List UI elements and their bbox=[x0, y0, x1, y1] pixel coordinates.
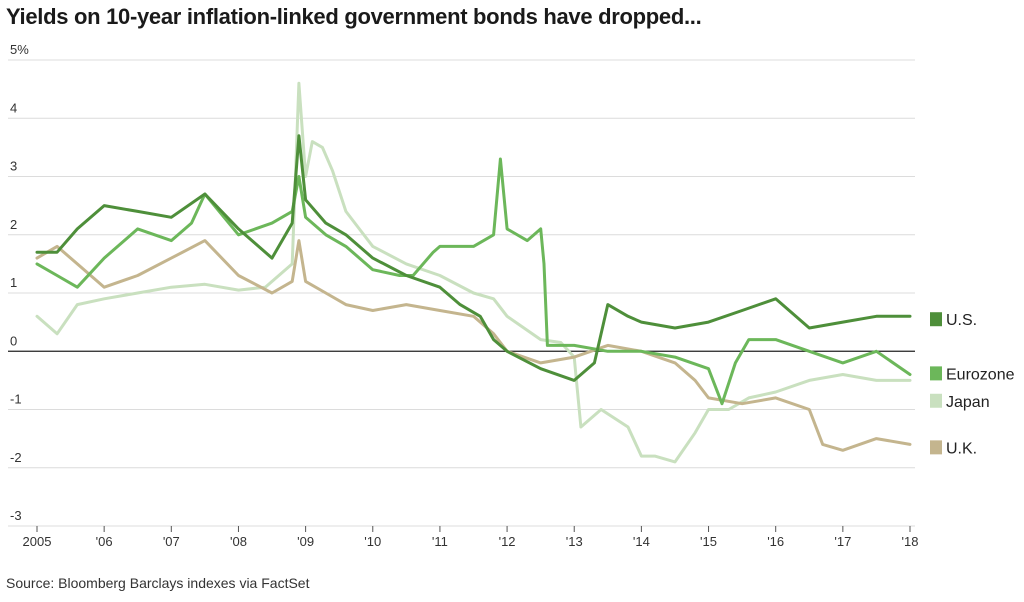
legend: U.S. Eurozone Japan U.K. bbox=[930, 312, 1015, 457]
grid-lines bbox=[8, 59, 915, 527]
legend-swatch-u-s bbox=[930, 312, 942, 327]
series-lines bbox=[35, 81, 912, 464]
x-tick-label: '08 bbox=[230, 534, 247, 549]
legend-swatch-u-k bbox=[930, 440, 942, 455]
x-tick-label: 2005 bbox=[23, 534, 52, 549]
legend-swatch-japan bbox=[930, 393, 942, 408]
x-axis-tick-labels: 2005 '06 '07 '08 '09 '10 '11 '12 '13 '14 '15 '16 '17… bbox=[23, 526, 919, 549]
y-tick-label: 4 bbox=[10, 100, 17, 115]
y-tick-label: -2 bbox=[10, 450, 22, 465]
source-note: Source: Bloomberg Barclays indexes via F… bbox=[6, 575, 310, 591]
x-tick-label: '18 bbox=[902, 534, 919, 549]
y-axis-tick-labels: 5% 4 3 2 1 0 -1 -2 -3 bbox=[10, 42, 29, 523]
x-tick-label: '16 bbox=[767, 534, 784, 549]
series-line-u-k bbox=[35, 239, 912, 452]
legend-label-japan: Japan bbox=[946, 394, 990, 411]
x-tick-label: '10 bbox=[364, 534, 381, 549]
y-tick-label: 5% bbox=[10, 42, 29, 57]
y-tick-label: 2 bbox=[10, 217, 17, 232]
x-tick-label: '13 bbox=[566, 534, 583, 549]
series-line-u-s bbox=[35, 134, 912, 382]
x-tick-label: '17 bbox=[834, 534, 851, 549]
series-line-eurozone bbox=[35, 157, 912, 406]
legend-label-eurozone: Eurozone bbox=[946, 366, 1015, 383]
x-tick-label: '12 bbox=[499, 534, 516, 549]
x-tick-label: '14 bbox=[633, 534, 650, 549]
y-tick-label: -1 bbox=[10, 392, 22, 407]
x-tick-label: '15 bbox=[700, 534, 717, 549]
y-tick-label: -3 bbox=[10, 508, 22, 523]
series-line-japan bbox=[35, 81, 912, 464]
legend-label-u-k: U.K. bbox=[946, 440, 977, 457]
x-tick-label: '06 bbox=[96, 534, 113, 549]
x-tick-label: '11 bbox=[432, 534, 448, 549]
chart-title: Yields on 10-year inflation-linked gover… bbox=[6, 4, 702, 29]
y-tick-label: 1 bbox=[10, 275, 17, 290]
y-tick-label: 3 bbox=[10, 159, 17, 174]
x-tick-label: '07 bbox=[163, 534, 180, 549]
legend-swatch-eurozone bbox=[930, 366, 942, 381]
y-tick-label: 0 bbox=[10, 333, 17, 348]
x-tick-label: '09 bbox=[297, 534, 314, 549]
legend-label-u-s: U.S. bbox=[946, 312, 977, 329]
